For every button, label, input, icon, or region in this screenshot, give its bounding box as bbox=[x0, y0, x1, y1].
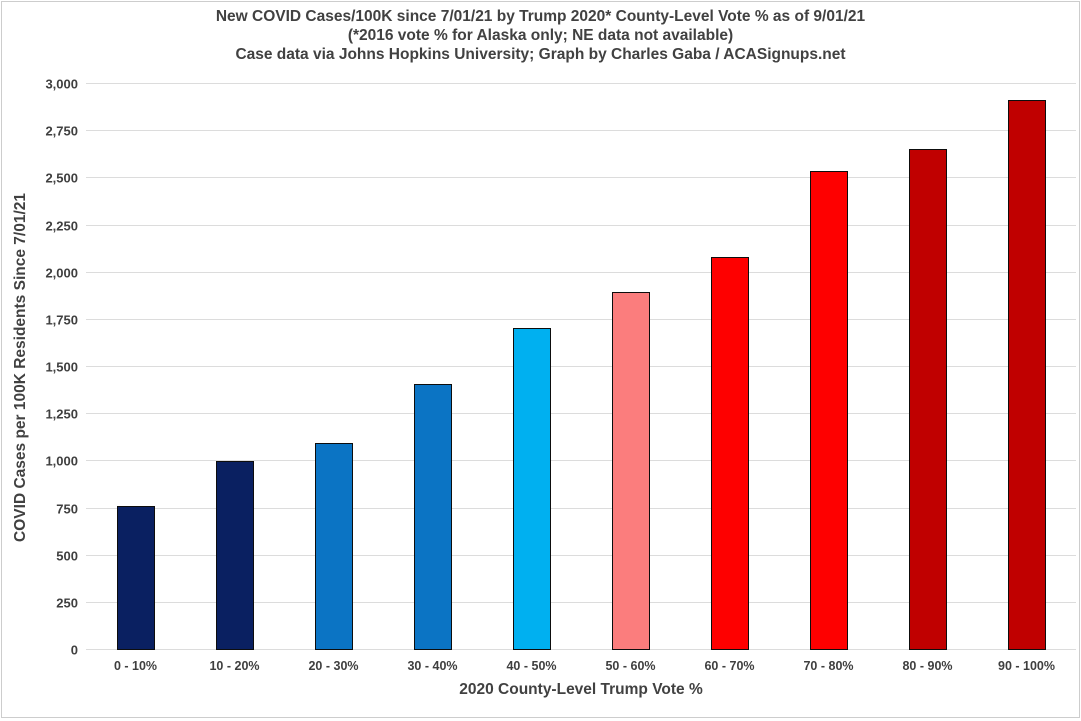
gridline bbox=[86, 601, 1076, 603]
y-tick-label: 1,000 bbox=[45, 453, 78, 469]
x-tick-label: 10 - 20% bbox=[209, 659, 260, 673]
bar-column bbox=[779, 84, 878, 650]
x-tick-label: 20 - 30% bbox=[308, 659, 359, 673]
bar bbox=[809, 170, 848, 650]
bar-column bbox=[284, 84, 383, 650]
gridline bbox=[86, 554, 1076, 556]
bar-series bbox=[86, 84, 1076, 650]
y-axis: 0 250 500 750 1,000 1,250 1,500 1,750 2,000 2,250… bbox=[0, 77, 78, 658]
y-tick-label: 3,000 bbox=[45, 76, 78, 92]
gridline bbox=[86, 83, 1076, 84]
y-tick-label: 250 bbox=[56, 595, 78, 611]
bar bbox=[710, 256, 749, 650]
gridline bbox=[86, 318, 1076, 320]
gridline bbox=[86, 177, 1076, 179]
gridline bbox=[86, 649, 1076, 650]
x-tick-label: 40 - 50% bbox=[506, 659, 557, 673]
bar-column bbox=[383, 84, 482, 650]
gridline bbox=[86, 413, 1076, 415]
x-tick-label: 50 - 60% bbox=[605, 659, 656, 673]
bar-column bbox=[581, 84, 680, 650]
y-tick-label: 1,750 bbox=[45, 312, 78, 328]
y-tick-label: 2,500 bbox=[45, 170, 78, 186]
x-tick-label: 0 - 10% bbox=[113, 659, 158, 673]
gridline bbox=[86, 271, 1076, 273]
chart-subtitle-1: (*2016 vote % for Alaska only; NE data n… bbox=[347, 27, 734, 44]
chart-subtitle-2: Case data via Johns Hopkins University; … bbox=[235, 46, 846, 63]
bar-column bbox=[878, 84, 977, 650]
bar-column bbox=[482, 84, 581, 650]
bar-column bbox=[86, 84, 185, 650]
chart-title-block: New COVID Cases/100K since 7/01/21 by Tr… bbox=[0, 7, 1081, 64]
y-tick-label: 2,250 bbox=[45, 218, 78, 233]
x-tick-label: 30 - 40% bbox=[407, 659, 458, 673]
chart-title: New COVID Cases/100K since 7/01/21 by Tr… bbox=[215, 8, 866, 25]
y-tick-label: 500 bbox=[56, 548, 78, 564]
x-tick-label: 90 - 100% bbox=[998, 659, 1055, 673]
bar-column bbox=[185, 84, 284, 650]
y-tick-label: 750 bbox=[56, 501, 78, 516]
bar bbox=[908, 149, 947, 650]
bar bbox=[116, 505, 155, 650]
bar bbox=[215, 461, 254, 650]
y-tick-label: 1,250 bbox=[45, 406, 78, 422]
y-tick-label: 2,000 bbox=[45, 265, 78, 281]
y-tick-label: 1,500 bbox=[45, 359, 78, 375]
plot-area bbox=[86, 83, 1076, 650]
x-axis: 0 - 10% 10 - 20% 20 - 30% 30 - 40% 40 - 50% 5… bbox=[86, 659, 1076, 673]
gridline bbox=[86, 507, 1076, 509]
gridline bbox=[86, 130, 1076, 132]
bar bbox=[512, 328, 551, 650]
x-tick-label: 70 - 80% bbox=[803, 659, 854, 673]
gridline bbox=[86, 224, 1076, 226]
y-tick-label: 0 bbox=[70, 642, 78, 658]
bar bbox=[413, 383, 452, 650]
x-tick-label: 80 - 90% bbox=[902, 659, 953, 673]
x-axis-title: 2020 County-Level Trump Vote % bbox=[459, 681, 703, 698]
gridline bbox=[86, 366, 1076, 367]
bar-column bbox=[977, 84, 1076, 650]
gridline bbox=[86, 460, 1076, 462]
x-tick-label: 60 - 70% bbox=[704, 659, 755, 673]
bar bbox=[314, 443, 353, 650]
bar-column bbox=[680, 84, 779, 650]
bar bbox=[1007, 100, 1046, 650]
bar bbox=[611, 291, 650, 650]
y-tick-label: 2,750 bbox=[45, 123, 78, 139]
